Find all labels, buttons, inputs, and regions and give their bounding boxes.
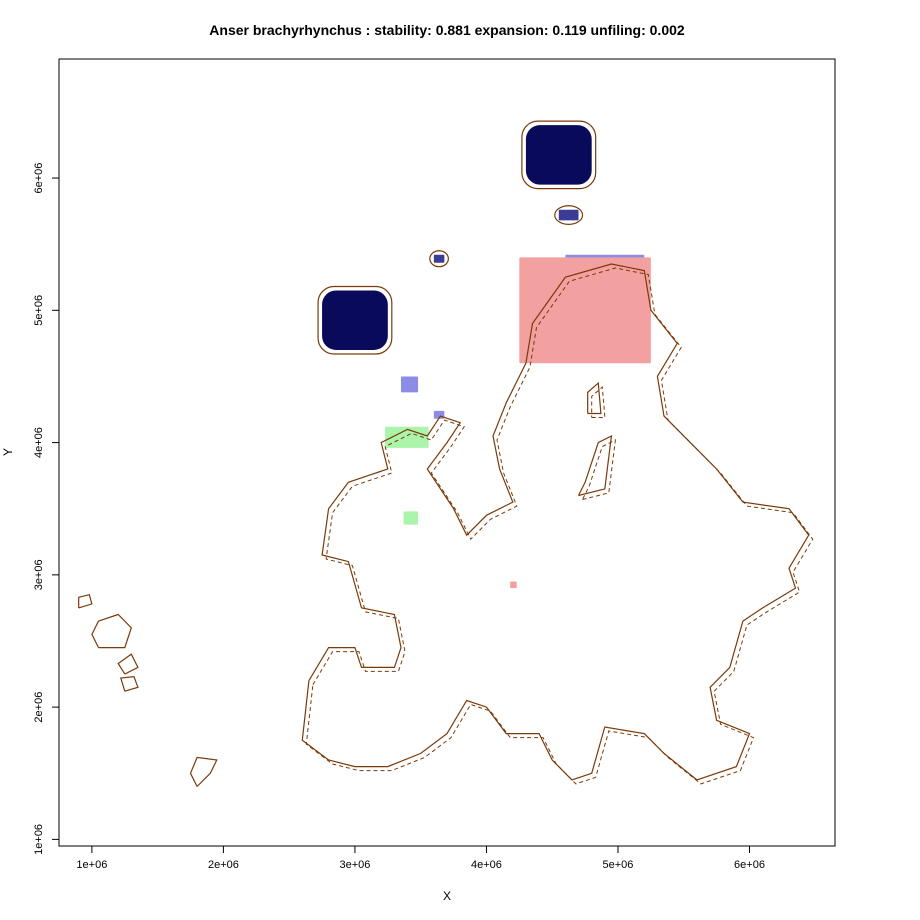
island-outline-0	[521, 120, 597, 190]
y-tick-label: 2e+06	[33, 692, 45, 723]
x-axis: 1e+06 2e+06 3e+06 4e+06 5e+06 6e+06	[76, 846, 765, 871]
x-tick-label: 3e+06	[339, 859, 370, 871]
coastline-7	[577, 434, 613, 497]
expansion-cell-8	[519, 257, 651, 364]
island-outline-2	[554, 205, 584, 225]
plot-frame	[58, 58, 836, 847]
x-tick-label: 2e+06	[208, 859, 239, 871]
x-tick-label: 1e+06	[76, 859, 107, 871]
coastline-1	[78, 593, 93, 609]
x-axis-label: X	[443, 889, 451, 903]
x-tick-label: 5e+06	[603, 859, 634, 871]
coastline-2	[91, 613, 132, 649]
coastline-3	[117, 653, 139, 675]
coastline-5	[189, 756, 218, 787]
stability-cell-0	[525, 125, 592, 185]
expansion-cell-9	[510, 581, 517, 589]
stability-cell-4	[400, 376, 419, 393]
stability-cell-3	[433, 254, 445, 263]
island-outline-1	[317, 285, 393, 355]
stability-cell-2	[558, 209, 579, 221]
coastline-4	[120, 676, 139, 692]
x-tick-label: 4e+06	[471, 859, 502, 871]
coastline-dashed-0	[305, 267, 814, 785]
x-tick-label: 6e+06	[734, 859, 765, 871]
y-tick-label: 5e+06	[33, 295, 45, 326]
y-axis: 1e+06 2e+06 3e+06 4e+06 5e+06 6e+06	[33, 163, 59, 855]
coastline-dashed-6	[591, 386, 606, 418]
chart-title: Anser brachyrhynchus : stability: 0.881 …	[209, 22, 685, 38]
y-axis-label: Y	[1, 448, 15, 456]
coastline-6	[587, 381, 602, 415]
coastline-layer	[78, 120, 814, 787]
y-tick-label: 6e+06	[33, 163, 45, 194]
island-outline-3	[429, 250, 449, 268]
coastline-dashed-7	[582, 439, 617, 500]
unfilling-cell-10	[403, 511, 419, 525]
unfilling-cell-11	[385, 426, 429, 448]
y-tick-label: 4e+06	[33, 427, 45, 458]
y-tick-label: 1e+06	[33, 824, 45, 855]
y-tick-label: 3e+06	[33, 559, 45, 590]
raster-layer	[322, 125, 651, 589]
stability-cell-1	[322, 290, 388, 350]
